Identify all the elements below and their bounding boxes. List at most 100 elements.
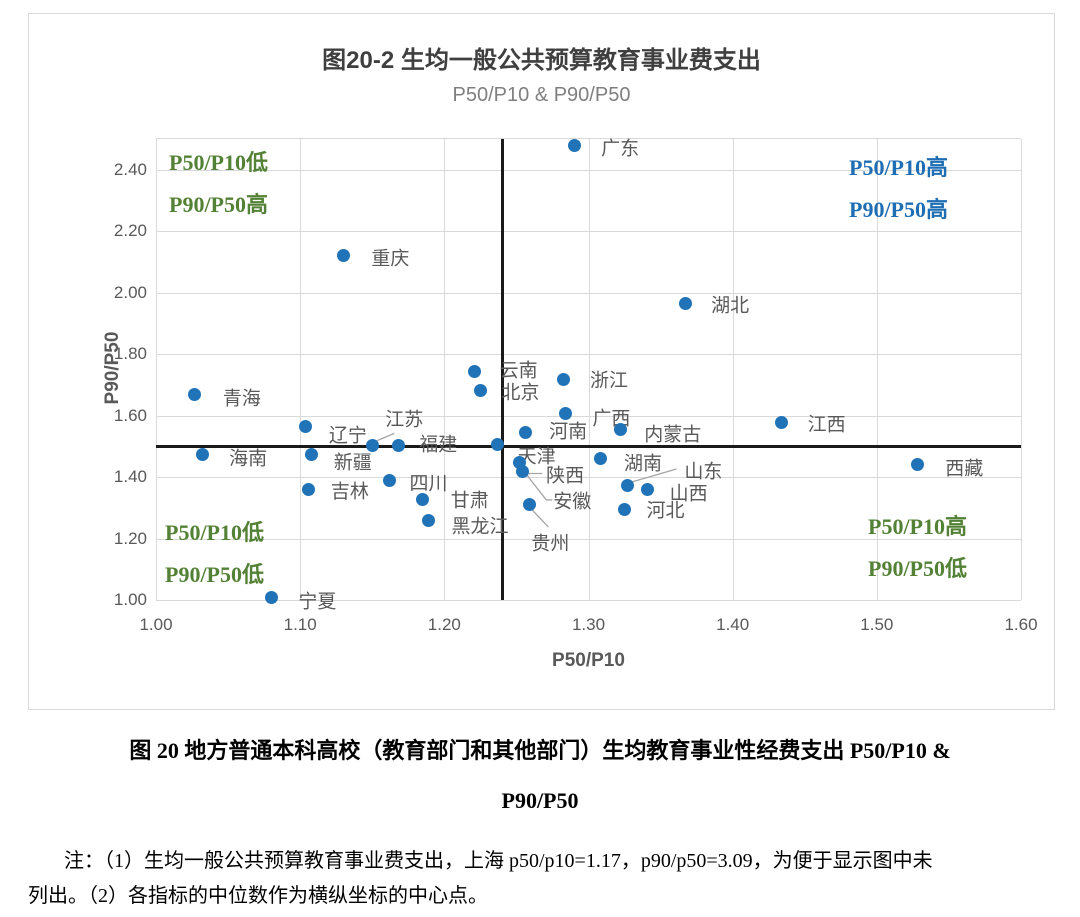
point-label: 江苏 <box>385 409 424 431</box>
point-label: 北京 <box>501 382 540 404</box>
figure-note-line2: 列出。（2）各指标的中位数作为横纵坐标的中心点。 <box>28 885 488 907</box>
x-tick-label: 1.00 <box>139 615 173 634</box>
scatter-point <box>775 415 789 429</box>
scatter-point <box>391 438 405 452</box>
point-label: 新疆 <box>333 452 372 474</box>
scatter-point <box>383 473 397 487</box>
scatter-point <box>188 388 202 402</box>
scatter-point <box>299 419 313 433</box>
y-tick-label: 1.80 <box>113 344 147 364</box>
point-label: 内蒙古 <box>644 424 702 446</box>
scatter-point <box>473 383 487 397</box>
x-tick-label: 1.40 <box>716 615 750 634</box>
scatter-point <box>593 452 607 466</box>
x-axis-title: P50/P10 <box>552 650 625 671</box>
scatter-point <box>558 406 572 420</box>
scatter-point <box>512 456 526 470</box>
point-label: 河北 <box>646 500 685 522</box>
figure-caption-line1: 图 20 地方普通本科高校（教育部门和其他部门）生均教育事业性经费支出 P50/… <box>129 738 951 763</box>
y-gridline <box>156 600 1021 601</box>
point-label: 四川 <box>409 473 448 495</box>
figure-note-line1: 注：（1）生均一般公共预算教育事业费支出，上海 p50/p10=1.17，p90… <box>64 850 933 872</box>
point-label: 海南 <box>229 448 268 470</box>
point-label: 安徽 <box>553 491 592 513</box>
quadrant-label-top-right: P50/P10高 P90/P50高 <box>849 147 948 231</box>
point-label: 重庆 <box>371 248 410 270</box>
quadrant-label-line: P90/P50低 <box>165 562 264 587</box>
scatter-point <box>416 492 430 506</box>
x-gridline <box>156 139 157 600</box>
y-tick-label: 1.20 <box>113 528 147 548</box>
scatter-point <box>491 438 505 452</box>
scatter-point <box>195 447 209 461</box>
point-label: 吉林 <box>330 481 369 503</box>
median-vertical-line <box>500 139 504 600</box>
point-label: 浙江 <box>589 370 628 392</box>
y-tick-label: 2.00 <box>113 282 147 302</box>
point-label: 广东 <box>601 138 640 160</box>
scatter-point <box>468 365 482 379</box>
point-label: 青海 <box>222 388 261 410</box>
quadrant-label-line: P90/P50高 <box>849 197 948 222</box>
point-label: 贵州 <box>531 533 570 555</box>
x-tick-label: 1.20 <box>427 615 461 634</box>
x-gridline <box>444 139 446 600</box>
quadrant-label-line: P50/P10低 <box>169 150 268 175</box>
scatter-point <box>618 502 632 516</box>
point-label: 湖北 <box>711 295 750 317</box>
y-gridline <box>156 477 1021 479</box>
scatter-point <box>620 478 634 492</box>
y-gridline <box>156 169 1021 171</box>
point-label: 湖南 <box>624 453 663 475</box>
scatter-point <box>264 591 278 605</box>
point-label: 山东 <box>684 461 723 483</box>
y-gridline <box>156 231 1021 233</box>
point-label: 陕西 <box>546 465 585 487</box>
point-label: 甘肃 <box>450 490 489 512</box>
quadrant-label-line: P90/P50低 <box>868 556 967 581</box>
point-label: 河南 <box>549 421 588 443</box>
scatter-point <box>336 249 350 263</box>
y-tick-label: 1.40 <box>113 467 147 487</box>
point-label: 云南 <box>499 360 538 382</box>
scatter-point <box>365 438 379 452</box>
point-label: 山西 <box>669 483 708 505</box>
scatter-point <box>567 138 581 152</box>
quadrant-label-bottom-right: P50/P10高 P90/P50低 <box>868 506 967 590</box>
quadrant-label-line: P50/P10高 <box>849 155 948 180</box>
point-label: 天津 <box>517 446 556 468</box>
plot-area: 1.00 1.10 1.20 1.30 1.40 1.50 1.60 1.00 1.20 1.40… <box>114 138 1038 634</box>
scatter-point <box>518 425 532 439</box>
scatter-point <box>421 513 435 527</box>
x-tick-label: 1.60 <box>1004 615 1038 634</box>
point-label: 辽宁 <box>328 425 367 447</box>
x-gridline <box>300 139 302 600</box>
scatter-point <box>302 482 316 496</box>
scatter-point <box>305 448 319 462</box>
scatter-point <box>557 372 571 386</box>
quadrant-label-line: P50/P10低 <box>165 520 264 545</box>
quadrant-label-line: P50/P10高 <box>868 514 967 539</box>
chart-title: 图20-2 生均一般公共预算教育事业费支出 <box>322 47 761 74</box>
y-axis-title: P90/P50 <box>102 331 123 405</box>
y-tick-label: 1.00 <box>113 590 147 609</box>
quadrant-label-line: P90/P50高 <box>169 192 268 217</box>
figure-caption-line2: P90/P50 <box>501 788 579 813</box>
point-label: 宁夏 <box>298 591 337 613</box>
x-gridline <box>876 139 878 600</box>
y-gridline <box>156 292 1021 294</box>
quadrant-label-top-left: P50/P10低 P90/P50高 <box>169 142 268 226</box>
x-tick-label: 1.50 <box>860 615 894 634</box>
x-gridline <box>1021 139 1022 600</box>
y-gridline <box>156 538 1021 540</box>
scatter-point <box>522 497 536 511</box>
scatter-point <box>613 422 627 436</box>
y-gridline <box>156 354 1021 356</box>
point-label: 福建 <box>419 434 458 456</box>
scatter-point <box>910 457 924 471</box>
point-label: 江西 <box>807 414 846 436</box>
point-label: 黑龙江 <box>451 516 509 538</box>
y-gridline <box>156 415 1021 417</box>
y-tick-label: 1.60 <box>113 405 147 425</box>
